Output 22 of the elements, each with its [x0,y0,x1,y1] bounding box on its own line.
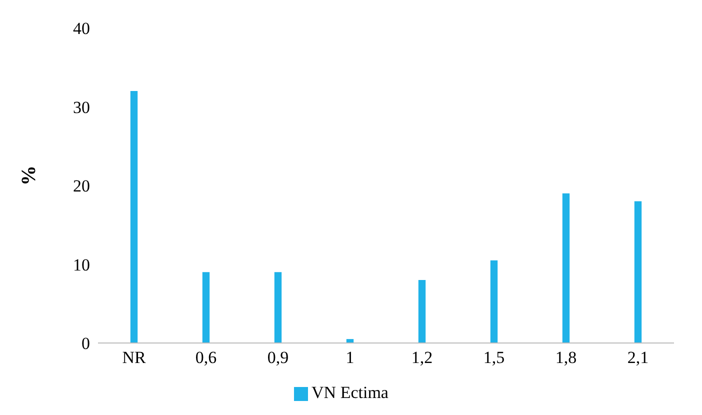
x-tick-label: 1 [346,348,354,368]
bar [634,201,642,343]
x-tick-label: 0,9 [267,348,289,368]
bar [202,272,210,343]
bar [490,260,498,343]
x-tick-label: 2,1 [627,348,649,368]
bar [274,272,282,343]
y-tick-label: 20 [73,176,90,196]
legend-label: VN Ectima [312,383,388,402]
bar [562,193,570,343]
y-axis-title: % [18,166,40,186]
y-tick-label: 30 [73,98,90,117]
x-tick-label: 1,5 [483,348,505,368]
y-tick-label: 10 [73,255,90,274]
y-tick-label: 0 [82,334,90,354]
y-tick-label: 40 [73,19,90,38]
x-tick-label: 0,6 [195,348,217,368]
x-tick-label: 1,2 [411,348,433,368]
x-tick-label: 1,8 [555,348,577,368]
bar [418,280,426,343]
bar [130,91,138,343]
x-tick-label: NR [122,348,146,368]
